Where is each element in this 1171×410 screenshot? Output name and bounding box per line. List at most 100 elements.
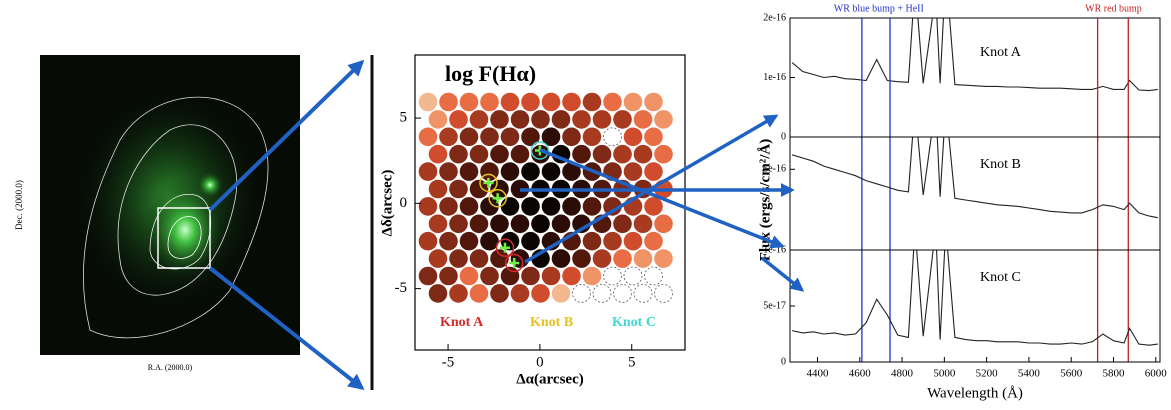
spaxel <box>603 93 622 112</box>
spaxel <box>603 232 622 251</box>
spaxel <box>572 110 591 129</box>
spaxel <box>531 110 550 129</box>
spaxel <box>593 110 612 129</box>
spaxel <box>439 197 458 216</box>
spaxel <box>654 110 673 129</box>
spaxel <box>593 145 612 164</box>
spaxel <box>521 93 540 112</box>
spaxel <box>624 128 643 147</box>
spaxel <box>490 215 509 234</box>
spaxel <box>429 110 448 129</box>
spaxel <box>439 128 458 147</box>
page: {"image": {"xlabel": "R.A. (2000.0)", "y… <box>0 0 1171 410</box>
spaxel <box>449 284 468 303</box>
spaxel <box>439 93 458 112</box>
spaxel <box>470 249 489 268</box>
spaxel <box>644 232 663 251</box>
spaxel <box>490 110 509 129</box>
spaxel <box>429 284 448 303</box>
spaxel <box>511 284 530 303</box>
x-axis-label: Δα(arcsec) <box>516 371 583 387</box>
spaxel <box>521 197 540 216</box>
spaxel <box>429 145 448 164</box>
spaxel <box>419 93 438 112</box>
spectrum-line <box>792 105 1158 218</box>
y-tick-label: 0 <box>781 131 786 142</box>
y-tick-label: 1e-16 <box>763 72 786 83</box>
spaxel <box>593 249 612 268</box>
x-tick-label: 5600 <box>1060 368 1083 380</box>
spaxel <box>634 145 653 164</box>
empty-spaxel <box>573 284 591 302</box>
spaxel <box>449 110 468 129</box>
spaxel <box>449 249 468 268</box>
spaxel <box>583 93 602 112</box>
spaxel <box>490 284 509 303</box>
legend-label: Knot C <box>612 315 656 330</box>
spaxel <box>521 267 540 286</box>
spaxel <box>583 128 602 147</box>
spaxel <box>542 267 561 286</box>
spaxel <box>460 267 479 286</box>
x-tick-label: 4400 <box>806 368 829 380</box>
spaxel <box>624 93 643 112</box>
spaxel <box>449 215 468 234</box>
x-tick-label: 5400 <box>1018 368 1041 380</box>
spaxel <box>439 162 458 181</box>
spaxel <box>419 197 438 216</box>
spaxel <box>460 93 479 112</box>
spaxel <box>583 267 602 286</box>
spaxel <box>490 145 509 164</box>
spaxel <box>460 197 479 216</box>
spaxel <box>470 145 489 164</box>
spaxel <box>562 267 581 286</box>
y-tick-label: 0 <box>781 356 786 367</box>
y-tick-label: 5 <box>400 110 408 126</box>
arrow <box>762 258 802 290</box>
spaxel <box>511 145 530 164</box>
panel-label: Knot A <box>980 45 1022 60</box>
x-tick-label: 5200 <box>976 368 999 380</box>
spaxel <box>644 162 663 181</box>
spaxel <box>419 232 438 251</box>
spaxel <box>501 197 520 216</box>
spaxel <box>644 93 663 112</box>
spaxel <box>552 284 571 303</box>
spaxel <box>501 162 520 181</box>
empty-spaxel <box>604 128 622 146</box>
x-tick-label: 5000 <box>933 368 956 380</box>
spaxel <box>460 232 479 251</box>
spaxel <box>521 128 540 147</box>
empty-spaxel <box>593 284 611 302</box>
spaxel <box>613 215 632 234</box>
spaxel <box>552 215 571 234</box>
spaxel <box>501 267 520 286</box>
spaxel <box>634 215 653 234</box>
spaxel <box>531 215 550 234</box>
spaxel <box>521 232 540 251</box>
empty-spaxel <box>614 284 632 302</box>
panel-label: Knot C <box>980 270 1021 285</box>
empty-spaxel <box>624 267 642 285</box>
panel-label: Knot B <box>980 157 1021 172</box>
spaxel <box>449 180 468 199</box>
image-xlabel: R.A. (2000.0) <box>148 363 193 372</box>
spaxel <box>583 197 602 216</box>
spaxel <box>480 267 499 286</box>
spaxel <box>613 249 632 268</box>
spaxel <box>419 128 438 147</box>
spaxel <box>572 249 591 268</box>
spaxel <box>552 249 571 268</box>
spaxel <box>542 197 561 216</box>
spaxel <box>501 128 520 147</box>
spaxel <box>460 128 479 147</box>
y-tick-label: 5e-17 <box>763 300 786 311</box>
spaxel <box>429 215 448 234</box>
y-tick-label: -5 <box>395 280 408 296</box>
figure: Dec. (2000.0) R.A. (2000.0) log F(Hα)-50… <box>0 0 1171 405</box>
spaxel <box>654 215 673 234</box>
spaxel <box>449 145 468 164</box>
spaxel <box>439 267 458 286</box>
